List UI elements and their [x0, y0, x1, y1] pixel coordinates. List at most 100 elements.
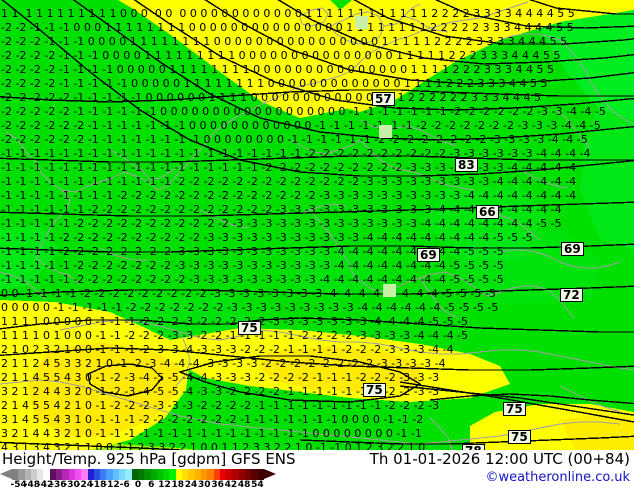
temperature-row: -2 -2 -2 -2 -1 -1 -1 -1 0 0 0 0 0 1 1 1 …: [1, 63, 555, 76]
scale-arrow-right-icon: [264, 469, 276, 479]
scale-tick-label: 54: [251, 480, 264, 490]
temperature-row: -2 -2 -2 -2 -2 -2 -1 -1 -1 -1 -1 -1 -1 0…: [1, 119, 601, 132]
color-swatch: [213, 469, 220, 480]
color-swatch: [100, 469, 107, 480]
copyright-link[interactable]: ©weatheronline.co.uk: [485, 470, 630, 485]
height-contour-label: 69: [561, 242, 584, 256]
temperature-row: -2 -2 -1 -1 -1 0 0 0 1 1 1 1 1 1 1 1 0 0…: [1, 21, 574, 34]
color-swatch: [226, 469, 233, 480]
color-swatch: [43, 469, 50, 480]
color-swatch: [18, 469, 25, 480]
temperature-row: 2 1 0 2 3 2 1 0 0 -1 -1 -1 -2 -3 -3 -4 -…: [1, 343, 454, 356]
color-swatch: [68, 469, 75, 480]
height-contour-label: 83: [455, 158, 478, 172]
map-graphics: [0, 0, 634, 450]
color-swatch: [131, 469, 138, 480]
color-swatch: [30, 469, 38, 480]
height-contour-label: 75: [238, 321, 261, 335]
color-swatch: [238, 469, 245, 480]
color-swatch: [74, 469, 82, 480]
temperature-row: 4 3 1 3 4 3 2 1 1 0 0 1 1 2 3 3 2 2 1 0 …: [1, 441, 426, 450]
color-swatch: [182, 469, 189, 480]
station-marker: [383, 284, 396, 297]
scale-tick-label: 42: [224, 480, 238, 490]
color-swatch: [257, 469, 264, 480]
color-swatch: [49, 469, 57, 480]
temperature-row: 0 0 0 0 0 -1 -1 -1 -1 -1 -2 -2 -2 -2 -2 …: [1, 301, 499, 314]
scale-tick-label: -36: [50, 480, 67, 490]
color-swatch: [125, 469, 132, 480]
height-contour-label: 75: [508, 430, 531, 444]
temperature-row: 3 1 4 5 5 4 3 1 0 -1 -1 -1 -2 -2 -2 -2 -…: [1, 413, 424, 426]
forecast-run-info: Th 01-01-2026 12:00 UTC (00+84): [369, 450, 630, 468]
temperature-row: -1 -1 -1 -1 -1 -1 -1 -1 -1 -1 -1 -1 -1 -…: [1, 161, 577, 174]
scale-tick-label: -30: [63, 480, 80, 490]
color-swatch: [62, 469, 69, 480]
temperature-row: 2 1 1 2 4 5 3 3 2 1 0 -1 -2 -3 -4 -4 -4 …: [1, 357, 446, 370]
color-scale-bar: [12, 469, 264, 480]
temperature-row: 3 2 1 2 4 4 3 2 0 -1 -2 -3 -4 -5 -5 -4 -…: [1, 385, 440, 398]
temperature-row: 1 1 1 1 0 1 0 0 0 -1 -1 -2 -2 -2 -3 -3 -…: [1, 329, 469, 342]
scale-tick-label: 36: [211, 480, 224, 490]
temperature-row: 3 2 1 4 4 3 2 1 0 -1 -1 -1 -1 -1 -1 -1 -…: [1, 427, 422, 440]
scale-arrow-left-icon: [0, 469, 12, 479]
station-marker: [355, 16, 368, 29]
color-swatch: [163, 469, 170, 480]
color-swatch: [169, 469, 176, 480]
temperature-row: -1 -1 -1 -1 -1 -1 -1 -1 -1 -1 -1 -1 -1 -…: [1, 147, 591, 160]
color-scale-legend: -54 -48 -42 -36 -30 -24 -18 -12 -6 0 6 12 18 24 30 36 42…: [0, 469, 276, 490]
height-contour-layer: [0, 0, 634, 450]
color-swatch: [81, 469, 88, 480]
scale-tick-label: 18: [171, 480, 185, 490]
color-swatch: [144, 469, 151, 480]
temperature-row: -2 -2 -2 -2 -2 -1 -1 -1 -1 -1 0 0 0 0 0 …: [1, 91, 541, 104]
height-contour-label: 75: [503, 402, 526, 416]
color-swatch: [56, 469, 63, 480]
color-swatch: [137, 469, 145, 480]
map-footer: Height/Temp. 925 hPa [gdpm] GFS ENS Th 0…: [0, 450, 634, 490]
color-swatch: [87, 469, 94, 480]
color-swatch: [37, 469, 44, 480]
temperature-row: -1 -1 -1 -1 -1 -1 -1 -1 -1 -1 -1 -1 -2 -…: [1, 175, 577, 188]
color-swatch: [93, 469, 101, 480]
forecast-map[interactable]: 1 1 1 1 1 1 1 1 1 1 1 0 0 0 0 0 0 0 0 0 …: [0, 0, 634, 450]
temperature-row: -2 -2 -2 -2 -1 -1 -1 0 0 0 0 1 1 1 1 1 1…: [1, 49, 561, 62]
scale-tick-label: 6: [148, 480, 155, 490]
color-swatch: [188, 469, 195, 480]
scale-tick-label: -42: [37, 480, 54, 490]
temperature-row: 1 1 1 1 1 1 1 1 1 1 1 0 0 0 0 0 0 0 0 0 …: [1, 7, 575, 20]
color-swatch: [150, 469, 157, 480]
scale-tick-label: 48: [237, 480, 251, 490]
temperature-row: 2 1 4 5 5 4 2 1 0 -1 -2 -2 -2 -3 -3 -3 -…: [1, 399, 440, 412]
temperature-row: -2 -2 -2 -1 -1 -1 0 0 0 0 1 1 1 1 1 1 1 …: [1, 35, 568, 48]
temperature-fill-layer: [0, 0, 634, 450]
temperature-row: -1 -1 -1 -1 -1 -2 -2 -2 -2 -2 -2 -2 -2 -…: [1, 273, 504, 286]
color-swatch: [24, 469, 31, 480]
temperature-row: -1 -1 -1 -1 -1 -2 -2 -2 -2 -2 -2 -2 -2 -…: [1, 217, 562, 230]
temperature-row: 2 1 1 4 5 5 4 3 0 -1 -2 -3 -4 -5 -5 -4 -…: [1, 371, 440, 384]
height-contour-label: 69: [417, 248, 440, 262]
scale-tick-label: -54: [10, 480, 27, 490]
station-marker: [379, 125, 392, 138]
scale-tick-label: -18: [90, 480, 107, 490]
height-contour-label: 75: [363, 383, 386, 397]
scale-tick-label: -12: [103, 480, 120, 490]
color-swatch: [232, 469, 239, 480]
temperature-row: -1 -1 -1 -1 -1 -1 -1 -1 -2 -2 -2 -2 -2 -…: [1, 189, 577, 202]
color-swatch: [12, 469, 19, 480]
color-swatch: [244, 469, 252, 480]
height-contour-label: 57: [372, 92, 395, 106]
temperature-row: -1 -1 -1 -1 -2 -2 -2 -2 -2 -2 -2 -2 -2 -…: [1, 231, 533, 244]
scale-tick-label: 0: [134, 480, 142, 490]
temperature-row: -2 -2 -2 -2 -2 -1 -1 -1 -1 -1 -1 0 0 0 0…: [1, 105, 606, 118]
height-contour-label: 78: [462, 444, 485, 450]
color-swatch: [207, 469, 214, 480]
color-swatch: [200, 469, 208, 480]
temperature-row: -2 -2 -2 -2 -1 -1 -1 -1 -1 0 0 0 0 0 1 1…: [1, 77, 548, 90]
temperature-row: 0 0 -1 -1 -1 -1 -2 -2 -2 -2 -2 -2 -2 -2 …: [1, 287, 496, 300]
temperature-row: 1 1 1 1 0 0 0 0 0 -1 -1 -1 -2 -2 -2 -3 -…: [1, 315, 469, 328]
scale-tick-label: 30: [198, 480, 211, 490]
color-swatch: [119, 469, 126, 480]
color-swatch: [106, 469, 113, 480]
